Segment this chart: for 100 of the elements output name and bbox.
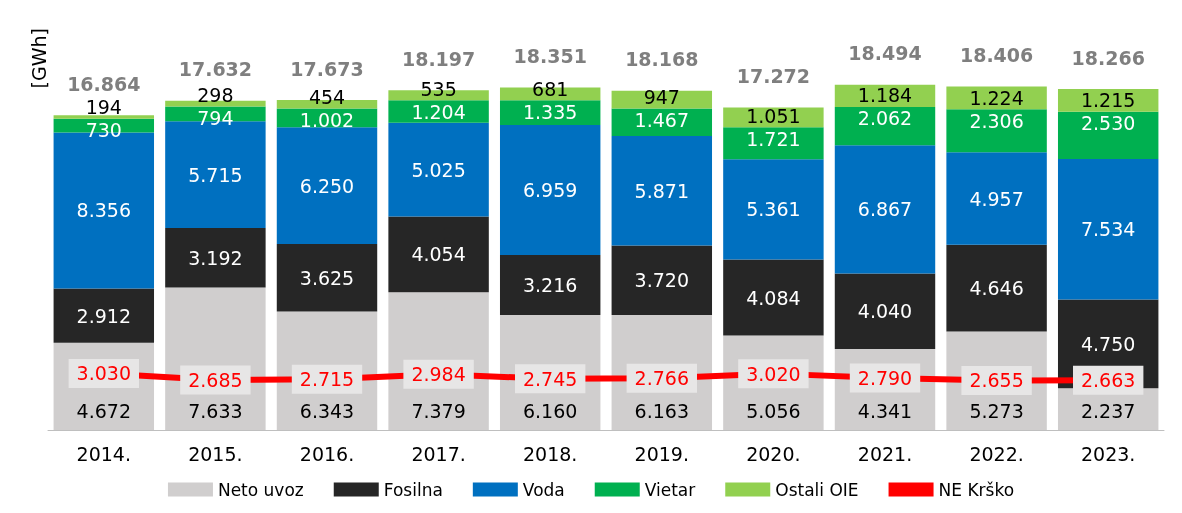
data-label: 4.646 [969, 277, 1024, 300]
data-label: 1.335 [523, 100, 578, 123]
data-label: 7.534 [1081, 218, 1136, 241]
data-label: 2.984 [411, 363, 466, 386]
data-label: 4.672 [76, 399, 131, 422]
x-tick-label: 2017. [411, 442, 466, 465]
x-tick-label: 2016. [299, 442, 355, 465]
legend-label: Neto uvoz [217, 479, 304, 500]
data-label: 5.056 [746, 399, 801, 422]
data-label: 5.025 [411, 158, 466, 181]
data-label: 1.467 [634, 109, 689, 132]
data-label: 2.912 [76, 304, 131, 327]
data-label: 2.655 [969, 369, 1024, 392]
x-tick-label: 2014. [76, 442, 131, 465]
data-label: 5.871 [634, 179, 689, 202]
bar [53, 115, 155, 119]
legend-label: Fosilna [383, 479, 443, 500]
total-label: 18.266 [1071, 46, 1145, 69]
data-label: 6.959 [523, 179, 578, 202]
data-label: 7.379 [411, 399, 466, 422]
data-label: 6.160 [523, 399, 578, 422]
data-label: 4.341 [857, 399, 913, 422]
bar [499, 125, 601, 255]
data-label: 4.750 [1081, 332, 1136, 355]
bar [946, 109, 1047, 153]
total-label: 18.168 [625, 48, 699, 71]
bar [946, 244, 1047, 332]
data-label: 6.163 [634, 399, 689, 422]
data-label: 2.530 [1081, 112, 1136, 135]
bar [611, 135, 713, 246]
data-label: 794 [197, 106, 234, 129]
data-label: 6.250 [299, 174, 355, 197]
data-label: 1.215 [1081, 89, 1136, 112]
total-label: 18.351 [513, 44, 587, 67]
bar [53, 288, 155, 343]
data-label: 947 [643, 86, 680, 109]
data-label: 7.633 [188, 399, 243, 422]
data-label: 2.790 [857, 366, 913, 389]
bar [834, 145, 936, 274]
total-label: 18.197 [401, 47, 476, 70]
data-label: 2.766 [634, 367, 689, 390]
bar [388, 122, 489, 217]
bar [834, 273, 936, 349]
data-label: 1.721 [746, 127, 801, 150]
legend-label: NE Krško [938, 479, 1015, 500]
legend-label: Vietar [644, 479, 696, 500]
bar [499, 254, 601, 316]
y-axis-title: [GWh] [27, 28, 50, 89]
data-label: 6.343 [299, 399, 355, 422]
bar [723, 259, 824, 336]
data-label: 3.020 [746, 362, 801, 385]
x-tick-label: 2022. [969, 442, 1024, 465]
bar [388, 216, 489, 293]
data-label: 2.062 [857, 107, 913, 130]
bar [165, 227, 266, 288]
data-label: 5.273 [969, 399, 1024, 422]
total-label: 18.494 [848, 42, 922, 65]
x-tick-label: 2023. [1081, 442, 1136, 465]
data-label: 1.204 [411, 100, 466, 123]
total-label: 17.673 [290, 57, 364, 80]
total-label: 18.406 [959, 43, 1034, 66]
data-label: 194 [85, 96, 122, 119]
legend-label: Voda [522, 479, 565, 500]
data-label: 8.356 [76, 199, 131, 222]
bar [611, 245, 713, 315]
data-label: 3.192 [188, 246, 243, 269]
data-label: 2.685 [188, 368, 243, 391]
data-label: 1.224 [969, 86, 1024, 109]
total-label: 16.864 [67, 72, 141, 95]
data-label: 298 [197, 83, 234, 106]
x-tick-label: 2015. [188, 442, 243, 465]
data-label: 5.715 [188, 163, 243, 186]
data-label: 3.625 [299, 266, 355, 289]
bar [276, 127, 378, 244]
data-label: 2.306 [969, 109, 1024, 132]
total-label: 17.272 [736, 65, 811, 88]
data-label: 1.051 [746, 104, 801, 127]
data-label: 5.361 [746, 198, 801, 221]
data-label: 730 [85, 119, 122, 142]
bar [723, 127, 824, 160]
x-tick-label: 2020. [746, 442, 801, 465]
bar [276, 243, 378, 312]
data-label: 4.084 [746, 286, 801, 309]
data-label: 3.216 [523, 274, 578, 296]
bar [723, 159, 824, 260]
bar [1057, 158, 1159, 300]
total-label: 17.632 [178, 58, 253, 81]
data-label: 2.715 [299, 368, 355, 391]
bar [1057, 111, 1159, 159]
legend-label: Ostali OIE [775, 479, 859, 500]
bar [946, 152, 1047, 245]
data-label: 2.745 [523, 367, 578, 390]
x-tick-label: 2018. [523, 442, 578, 465]
data-label: 2.663 [1081, 369, 1136, 392]
data-label: 3.030 [76, 362, 131, 385]
data-label: 3.720 [634, 269, 689, 292]
data-label: 6.867 [857, 198, 913, 221]
data-label: 1.002 [299, 109, 355, 132]
x-tick-label: 2019. [634, 442, 689, 465]
data-label: 4.054 [411, 243, 466, 266]
